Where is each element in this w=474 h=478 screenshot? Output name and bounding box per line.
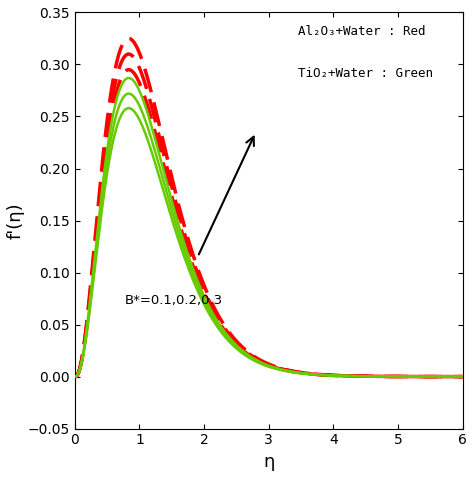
- Y-axis label: f'(η): f'(η): [7, 202, 25, 239]
- Text: B*=0.1,0.2,0.3: B*=0.1,0.2,0.3: [125, 294, 223, 307]
- Text: TiO₂+Water : Green: TiO₂+Water : Green: [298, 66, 433, 79]
- X-axis label: η: η: [263, 453, 274, 471]
- Text: Al₂O₃+Water : Red: Al₂O₃+Water : Red: [298, 25, 425, 38]
